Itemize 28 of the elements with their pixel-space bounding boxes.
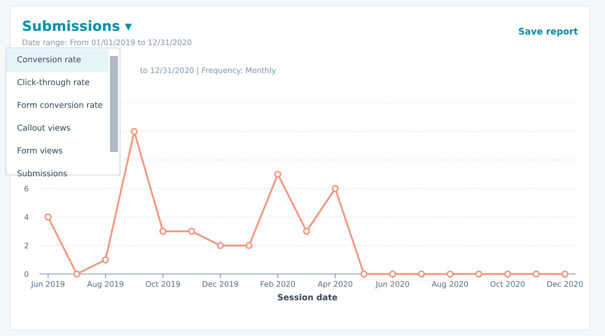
annotation: Form conversion rate <box>18 102 102 108</box>
annotation: Callout views <box>17 124 70 131</box>
point <box>475 270 482 278</box>
point <box>561 270 568 278</box>
point <box>418 270 425 278</box>
annotation: Form views <box>18 147 62 154</box>
point <box>446 270 454 278</box>
text: Conversion rate <box>17 56 81 62</box>
point <box>360 270 368 278</box>
point <box>274 170 282 178</box>
text: Click-through rate <box>17 78 90 87</box>
point <box>159 228 166 235</box>
text: Save report <box>518 28 578 36</box>
point <box>504 270 511 278</box>
x-axis-title: Session date <box>278 294 338 300</box>
annotation: Submissions <box>18 170 67 176</box>
chart-title: Submissions ▾ <box>22 20 132 32</box>
point <box>73 270 80 278</box>
point <box>188 228 196 235</box>
point <box>303 228 310 235</box>
point <box>389 270 396 278</box>
point <box>102 256 109 264</box>
point <box>44 214 52 220</box>
point <box>246 242 253 249</box>
point <box>130 128 138 135</box>
point <box>332 185 339 192</box>
point <box>532 270 540 278</box>
point <box>216 242 224 249</box>
